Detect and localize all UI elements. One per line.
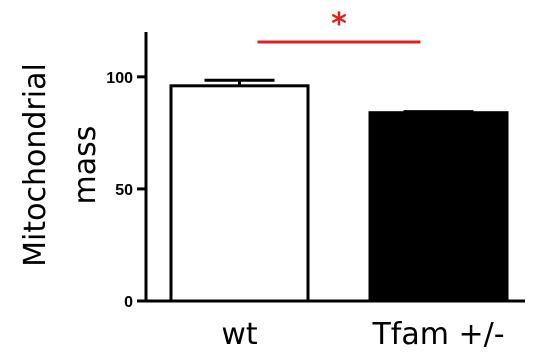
- significance-annotation: *: [257, 7, 421, 44]
- bar-1: [368, 111, 509, 303]
- y-axis-title-line-2: mass: [68, 126, 103, 205]
- bars: [169, 78, 509, 303]
- y-axis-title: Mitochondrial mass: [18, 63, 103, 267]
- category-label-0: wt: [221, 317, 258, 352]
- y-tick-label-1: 50: [115, 182, 133, 199]
- category-label-1: Tfam +/-: [371, 317, 504, 352]
- y-tick-label-0: 0: [124, 294, 133, 311]
- y-tick-label-2: 100: [106, 70, 133, 87]
- labels: wt Tfam +/-: [221, 317, 504, 352]
- significance-star: *: [331, 7, 347, 42]
- y-axis-title-line-1: Mitochondrial: [18, 63, 53, 267]
- bar-0: [169, 84, 310, 303]
